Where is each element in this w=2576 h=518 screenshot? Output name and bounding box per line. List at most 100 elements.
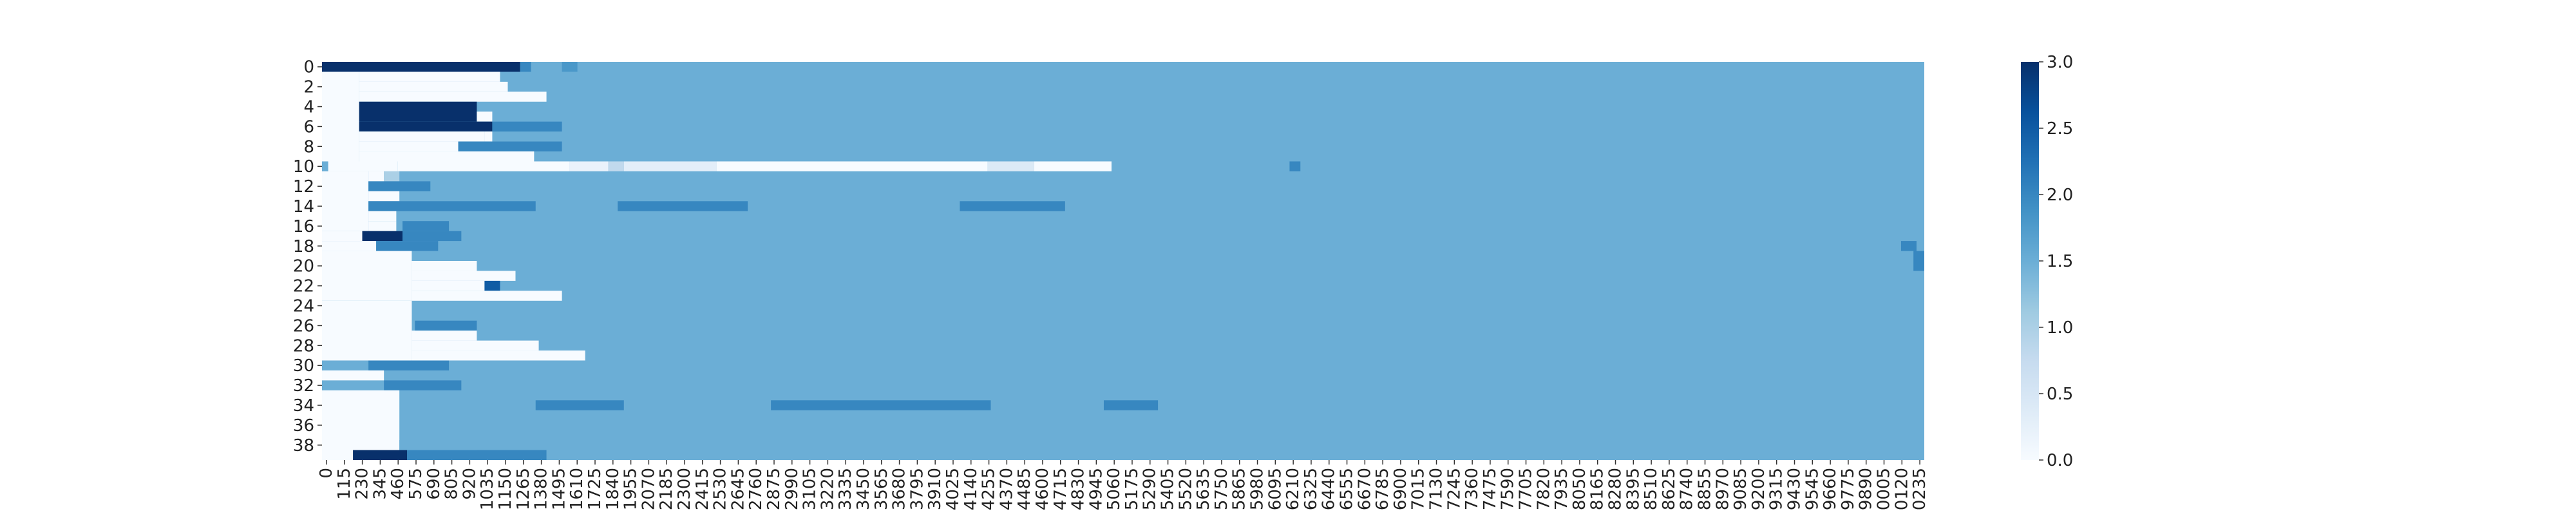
x-tick-label: 2300 (675, 468, 694, 510)
x-tick-label: 1725 (585, 468, 605, 510)
y-tick-label: 26 (293, 316, 314, 336)
colorbar-tick-label: 0.0 (2047, 451, 2073, 470)
x-tick-label: 230 (353, 468, 372, 500)
x-tick-label: 2185 (657, 468, 676, 510)
colorbar-tick-label: 2.0 (2047, 186, 2073, 205)
x-tick-label: 8395 (1624, 468, 1643, 510)
x-tick-label: 6785 (1373, 468, 1392, 510)
x-tick-label: 9085 (1731, 468, 1750, 510)
heatmap-cell-block (359, 72, 500, 82)
heatmap-cell-block (353, 450, 408, 460)
y-tick-label: 30 (293, 356, 314, 376)
x-tick-label: 1495 (549, 468, 569, 510)
x-tick-label: 9315 (1767, 468, 1786, 510)
heatmap-cell-block (412, 331, 477, 341)
heatmap-cell-block (412, 340, 539, 351)
heatmap-cell-block (520, 62, 531, 72)
heatmap-cell-block (960, 201, 1065, 211)
x-tick-label: 6440 (1320, 468, 1339, 510)
x-tick-label: 2415 (693, 468, 712, 510)
heatmap-cell-block (412, 251, 477, 261)
heatmap-cell-block (328, 161, 398, 171)
x-tick-label: 0120 (1892, 468, 1911, 510)
heatmap-cell-block (322, 161, 328, 171)
heatmap-cell-block (368, 191, 400, 202)
heatmap-cell-block (359, 141, 459, 152)
x-tick-label: 8970 (1713, 468, 1732, 510)
x-tick-label: 7935 (1552, 468, 1571, 510)
heatmap-cell-block (384, 171, 400, 182)
heatmap-cell-block (477, 111, 493, 122)
x-tick-label: 9660 (1821, 468, 1840, 510)
y-tick-label: 18 (293, 237, 314, 256)
x-tick-label: 5750 (1212, 468, 1231, 510)
x-tick-label: 5865 (1230, 468, 1249, 510)
y-tick-label: 0 (303, 58, 314, 77)
x-tick-label: 2070 (639, 468, 658, 510)
x-tick-label: 7475 (1481, 468, 1500, 510)
x-tick-label: 8510 (1642, 468, 1661, 510)
x-tick-label: 6210 (1283, 468, 1303, 510)
x-tick-label: 1380 (532, 468, 551, 510)
y-tick-label: 8 (303, 137, 314, 157)
heatmap-cell-block (322, 251, 412, 301)
heatmap-cell-block (359, 121, 493, 132)
x-tick-label: 575 (406, 468, 426, 500)
y-tick-label: 24 (293, 297, 314, 316)
x-tick-label: 6095 (1265, 468, 1285, 510)
x-tick-label: 2530 (711, 468, 730, 510)
y-tick-label: 14 (293, 197, 314, 216)
y-tick-label: 4 (303, 98, 314, 117)
x-tick-label: 2645 (728, 468, 748, 510)
heatmap-cell-block (368, 211, 397, 222)
x-tick-label: 5635 (1194, 468, 1213, 510)
x-tick-label: 3450 (854, 468, 873, 510)
x-tick-label: 0 (317, 468, 336, 479)
heatmap-cell-block (322, 300, 412, 361)
x-tick-label: 4370 (997, 468, 1016, 510)
x-tick-label: 9430 (1785, 468, 1804, 510)
x-tick-label: 5175 (1122, 468, 1142, 510)
y-tick-label: 36 (293, 416, 314, 436)
heatmap-cell-block (368, 221, 397, 231)
heatmap-cell-block (1913, 251, 1924, 261)
heatmap-cell-block (535, 400, 624, 410)
heatmap-cell-block (987, 161, 1034, 171)
x-tick-label: 0005 (1875, 468, 1894, 510)
x-tick-label: 0235 (1910, 468, 1929, 510)
x-tick-label: 1150 (496, 468, 515, 510)
x-tick-label: 3220 (818, 468, 837, 510)
x-tick-label: 3105 (800, 468, 820, 510)
colorbar-tick-label: 3.0 (2047, 53, 2073, 72)
x-tick-label: 8165 (1588, 468, 1607, 510)
heatmap-cell-block (623, 161, 717, 171)
x-tick-label: 7705 (1517, 468, 1536, 510)
heatmap-cell-block (412, 350, 585, 361)
x-tick-label: 4600 (1033, 468, 1052, 510)
heatmap-cell-block (1289, 161, 1301, 171)
x-tick-label: 1840 (603, 468, 623, 510)
colorbar-tick-label: 1.5 (2047, 252, 2073, 271)
heatmap-cell-block (368, 201, 536, 211)
x-tick-label: 7360 (1463, 468, 1482, 510)
heatmap-cell-block (322, 171, 369, 231)
y-tick-label: 2 (303, 78, 314, 97)
x-tick-label: 5980 (1248, 468, 1267, 510)
x-tick-label: 7820 (1534, 468, 1553, 510)
heatmap-cell-block (359, 151, 535, 162)
heatmap-cell-block (618, 201, 748, 211)
x-tick-label: 2760 (746, 468, 766, 510)
y-tick-label: 34 (293, 396, 314, 416)
heatmap-cell-block (1034, 161, 1112, 171)
x-tick-label: 4945 (1086, 468, 1106, 510)
heatmap-cell-block (322, 231, 363, 242)
x-tick-label: 4025 (943, 468, 963, 510)
x-tick-label: 1610 (567, 468, 587, 510)
heatmap-cell-block (322, 370, 384, 381)
x-tick-label: 460 (388, 468, 408, 500)
x-tick-label: 2990 (782, 468, 802, 510)
heatmap-cell-block (362, 231, 403, 242)
y-tick-label: 22 (293, 277, 314, 296)
heatmap-cell-block (608, 161, 624, 171)
x-tick-label: 9775 (1839, 468, 1858, 510)
